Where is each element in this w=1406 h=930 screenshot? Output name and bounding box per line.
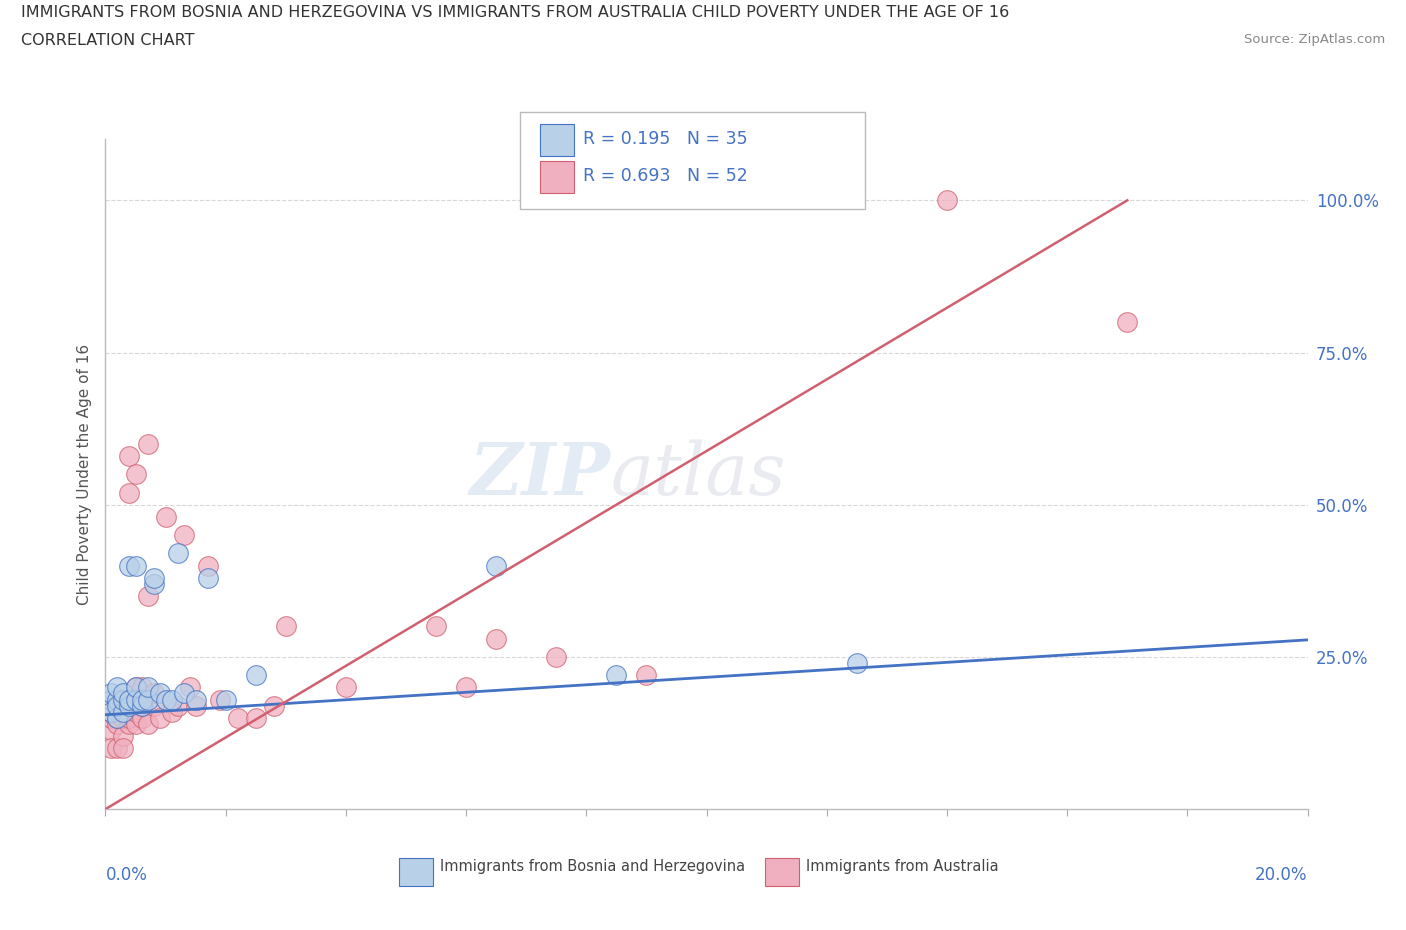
Point xyxy=(124,716,146,731)
Point xyxy=(136,692,159,707)
Text: 20.0%: 20.0% xyxy=(1256,866,1308,884)
Point xyxy=(107,741,129,756)
Point xyxy=(131,680,153,695)
Y-axis label: Child Poverty Under the Age of 16: Child Poverty Under the Age of 16 xyxy=(77,344,93,604)
Point xyxy=(142,698,165,713)
Point xyxy=(184,692,207,707)
Point xyxy=(136,716,159,731)
Point xyxy=(112,741,135,756)
Point xyxy=(197,558,219,573)
Point xyxy=(142,570,165,585)
Text: 0.0%: 0.0% xyxy=(105,866,148,884)
Point xyxy=(546,649,568,664)
Point xyxy=(148,711,170,725)
Point xyxy=(245,711,267,725)
Point xyxy=(118,711,141,725)
Point xyxy=(100,723,122,737)
Point xyxy=(226,711,249,725)
Point xyxy=(214,692,236,707)
Point xyxy=(124,692,146,707)
Point xyxy=(136,589,159,604)
Point xyxy=(454,680,477,695)
Point xyxy=(100,698,122,713)
Point xyxy=(155,692,177,707)
Text: ZIP: ZIP xyxy=(470,439,610,510)
Point xyxy=(131,698,153,713)
Point xyxy=(605,668,627,683)
Point xyxy=(142,577,165,591)
Point xyxy=(100,692,122,707)
Point xyxy=(107,711,129,725)
Text: atlas: atlas xyxy=(610,439,786,510)
Point xyxy=(112,728,135,743)
Point xyxy=(845,656,868,671)
Point xyxy=(112,686,135,701)
Point xyxy=(155,510,177,525)
Point xyxy=(936,193,959,207)
Point xyxy=(107,680,129,695)
Point xyxy=(118,558,141,573)
Point xyxy=(107,716,129,731)
Point xyxy=(112,704,135,719)
Point xyxy=(118,448,141,463)
Point xyxy=(425,619,447,634)
Text: CORRELATION CHART: CORRELATION CHART xyxy=(21,33,194,47)
Point xyxy=(112,698,135,713)
Point xyxy=(197,570,219,585)
Point xyxy=(107,711,129,725)
Point xyxy=(124,467,146,482)
Point xyxy=(335,680,357,695)
Point xyxy=(107,704,129,719)
Point xyxy=(112,692,135,707)
Point xyxy=(636,668,658,683)
Point xyxy=(208,692,231,707)
Point xyxy=(118,698,141,713)
Point xyxy=(112,711,135,725)
Point xyxy=(100,704,122,719)
Point xyxy=(100,711,122,725)
Text: Immigrants from Australia: Immigrants from Australia xyxy=(806,859,998,874)
Point xyxy=(173,527,195,542)
Point xyxy=(166,698,188,713)
Point xyxy=(136,436,159,451)
Point xyxy=(166,546,188,561)
Point xyxy=(184,698,207,713)
Point xyxy=(485,558,508,573)
Text: R = 0.693   N = 52: R = 0.693 N = 52 xyxy=(583,167,748,185)
Point xyxy=(263,698,285,713)
Point xyxy=(124,680,146,695)
Text: R = 0.195   N = 35: R = 0.195 N = 35 xyxy=(583,130,748,148)
Point xyxy=(124,680,146,695)
Point xyxy=(118,716,141,731)
Point xyxy=(100,686,122,701)
Point xyxy=(118,692,141,707)
Point xyxy=(131,711,153,725)
Point xyxy=(131,698,153,713)
Point xyxy=(274,619,297,634)
Point xyxy=(100,704,122,719)
Point xyxy=(148,686,170,701)
Text: Source: ZipAtlas.com: Source: ZipAtlas.com xyxy=(1244,33,1385,46)
Point xyxy=(131,692,153,707)
Point xyxy=(245,668,267,683)
Text: IMMIGRANTS FROM BOSNIA AND HERZEGOVINA VS IMMIGRANTS FROM AUSTRALIA CHILD POVERT: IMMIGRANTS FROM BOSNIA AND HERZEGOVINA V… xyxy=(21,5,1010,20)
Point xyxy=(124,692,146,707)
Point xyxy=(173,686,195,701)
Point xyxy=(142,686,165,701)
Text: Immigrants from Bosnia and Herzegovina: Immigrants from Bosnia and Herzegovina xyxy=(440,859,745,874)
Point xyxy=(112,692,135,707)
Point xyxy=(100,698,122,713)
Point xyxy=(124,704,146,719)
Point xyxy=(160,704,183,719)
Point xyxy=(107,692,129,707)
Point xyxy=(124,558,146,573)
Point xyxy=(160,692,183,707)
Point xyxy=(1116,314,1139,329)
Point xyxy=(100,741,122,756)
Point xyxy=(485,631,508,646)
Point xyxy=(179,680,201,695)
Point xyxy=(118,485,141,500)
Point xyxy=(136,680,159,695)
Point xyxy=(107,698,129,713)
